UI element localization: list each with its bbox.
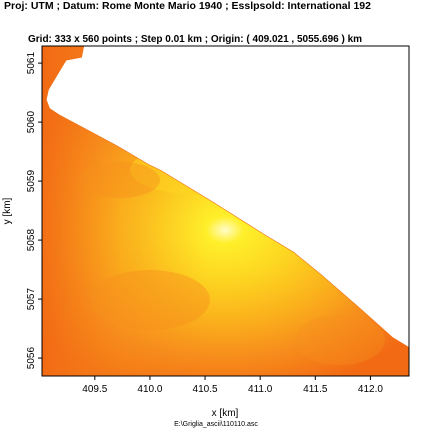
- domain-outline: [41, 45, 410, 377]
- x-tick-label: 409.5: [82, 384, 107, 395]
- y-axis-label: y [km]: [2, 197, 13, 224]
- x-tick-label: 411.5: [303, 384, 328, 395]
- source-file-path: E:\Griglia_ascii\110110.asc: [174, 421, 258, 428]
- grid-info: Grid: 333 x 560 points ; Step 0.01 km ; …: [28, 34, 363, 45]
- x-tick-label: 411.0: [248, 384, 273, 395]
- y-tick-label: 5057: [26, 288, 37, 311]
- y-tick-label: 5056: [26, 347, 37, 370]
- projection-info: Proj: UTM ; Datum: Rome Monte Mario 1940…: [4, 0, 371, 12]
- y-tick-label: 5061: [26, 52, 37, 75]
- x-tick-label: 412.0: [358, 384, 383, 395]
- x-axis-label: x [km]: [212, 408, 239, 419]
- x-tick-label: 410.0: [137, 384, 162, 395]
- y-tick-label: 5058: [26, 229, 37, 252]
- y-tick-label: 5059: [26, 170, 37, 193]
- heatmap-field: [42, 46, 409, 376]
- x-tick-label: 410.5: [193, 384, 218, 395]
- plot-frame: [41, 45, 410, 377]
- y-tick-label: 5060: [26, 111, 37, 134]
- x-axis: 409.5 410.0 410.5 411.0 411.5 412.0: [82, 376, 383, 395]
- y-axis: 5056 5057 5058 5059 5060 5061: [26, 52, 42, 370]
